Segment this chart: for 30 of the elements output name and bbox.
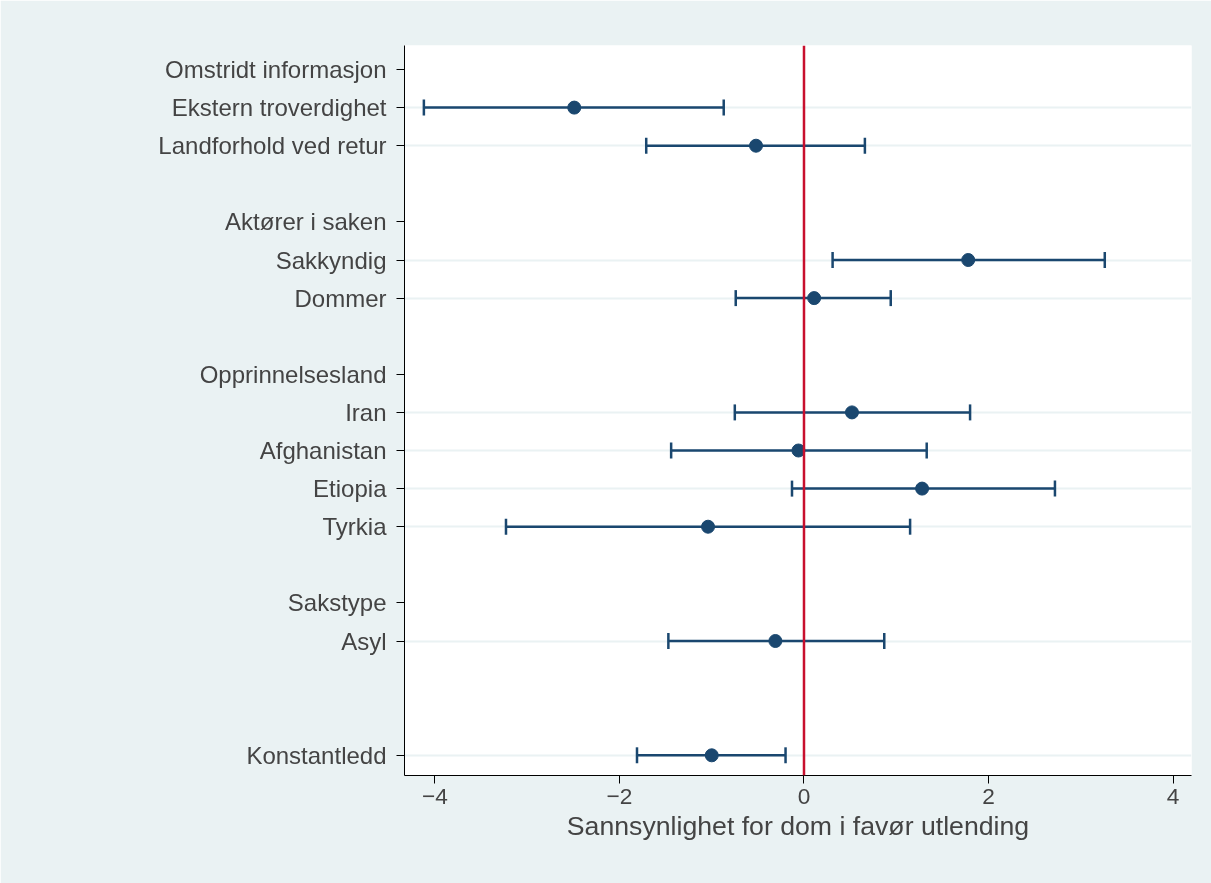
- x-tick-label: −4: [422, 782, 448, 809]
- point: [768, 634, 783, 648]
- point: [844, 405, 859, 420]
- x-tick-label: 2: [982, 782, 995, 809]
- x-tick-label: −2: [606, 782, 633, 809]
- point: [807, 291, 822, 306]
- y-tick-label: Ekstern troverdighet: [171, 94, 387, 122]
- point: [915, 481, 930, 496]
- y-tick-label: Omstridt informasjon: [165, 56, 387, 83]
- point: [701, 519, 716, 534]
- y-tick-label: Aktører i saken: [225, 208, 387, 236]
- point: [749, 138, 764, 153]
- x-tick-label: 0: [797, 782, 811, 809]
- x-tick-label: 4: [1166, 782, 1180, 809]
- point: [567, 100, 582, 115]
- point: [961, 253, 976, 267]
- y-tick-label: Iran: [345, 398, 387, 426]
- x-axis-title: Sannsynlighet for dom i favør utlending: [566, 810, 1030, 841]
- y-tick-label: Sakkyndig: [275, 246, 387, 274]
- y-tick-label: Landforhold ved retur: [158, 132, 387, 160]
- point: [791, 443, 806, 458]
- y-tick-label: Afghanistan: [259, 437, 387, 465]
- point: [704, 748, 719, 763]
- y-tick-label: Asyl: [341, 627, 387, 655]
- y-tick-label: Dommer: [294, 284, 387, 312]
- y-tick-label: Sakstype: [287, 589, 387, 617]
- y-tick-label: Konstantledd: [246, 741, 387, 769]
- y-tick-label: Etiopia: [313, 475, 388, 503]
- y-tick-label: Opprinnelsesland: [199, 360, 387, 388]
- y-tick-label: Tyrkia: [322, 513, 388, 541]
